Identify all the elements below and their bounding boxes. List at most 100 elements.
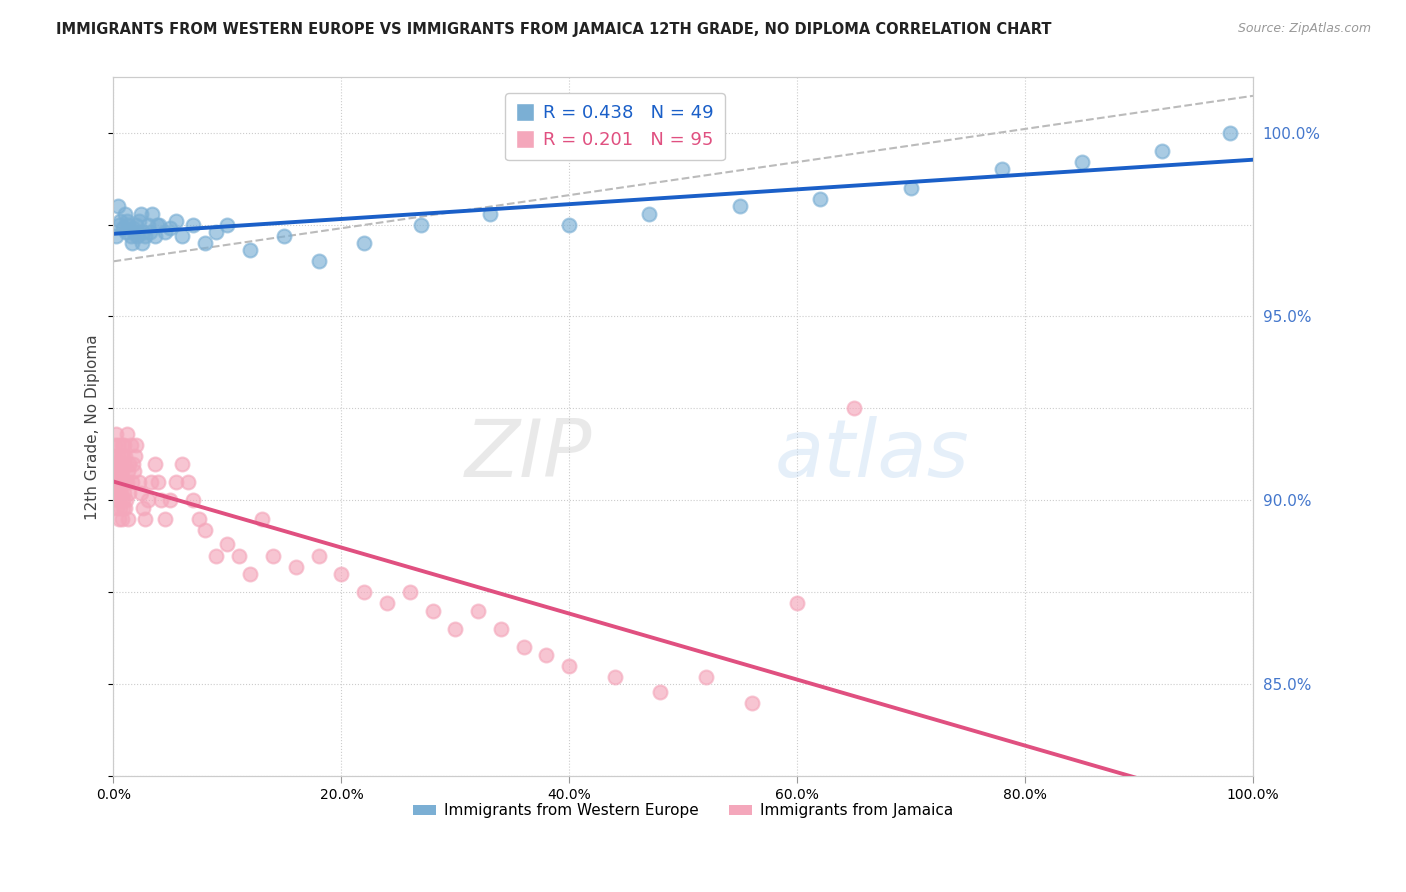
- Point: [105, 427, 128, 442]
- Point: [112, 438, 135, 452]
- Point: [107, 438, 129, 452]
- Point: [115, 225, 138, 239]
- Point: [159, 493, 181, 508]
- Point: [139, 225, 162, 239]
- Point: [444, 622, 467, 636]
- Point: [205, 225, 228, 239]
- Point: [262, 549, 284, 563]
- Point: [111, 512, 134, 526]
- Point: [181, 218, 204, 232]
- Point: [107, 486, 129, 500]
- Point: [146, 475, 169, 489]
- Point: [114, 449, 136, 463]
- Point: [110, 486, 132, 500]
- Point: [217, 537, 239, 551]
- Point: [398, 585, 420, 599]
- Point: [188, 512, 211, 526]
- Point: [353, 235, 375, 250]
- Point: [134, 228, 156, 243]
- Point: [128, 475, 150, 489]
- Point: [603, 670, 626, 684]
- Point: [273, 228, 295, 243]
- Point: [108, 464, 131, 478]
- Point: [110, 214, 132, 228]
- Point: [114, 500, 136, 515]
- Point: [115, 475, 138, 489]
- Point: [638, 206, 661, 220]
- Point: [129, 206, 152, 220]
- Point: [117, 464, 139, 478]
- Point: [194, 235, 217, 250]
- Point: [217, 218, 239, 232]
- Point: [165, 475, 187, 489]
- Point: [1150, 144, 1173, 158]
- Point: [124, 449, 146, 463]
- Point: [107, 449, 129, 463]
- Point: [121, 235, 143, 250]
- Point: [153, 512, 176, 526]
- Text: ZIP: ZIP: [465, 416, 592, 494]
- Point: [205, 549, 228, 563]
- Point: [181, 493, 204, 508]
- Point: [330, 566, 353, 581]
- Legend: Immigrants from Western Europe, Immigrants from Jamaica: Immigrants from Western Europe, Immigran…: [408, 797, 959, 824]
- Point: [478, 206, 501, 220]
- Point: [991, 162, 1014, 177]
- Point: [118, 457, 141, 471]
- Y-axis label: 12th Grade, No Diploma: 12th Grade, No Diploma: [86, 334, 100, 520]
- Point: [122, 464, 145, 478]
- Point: [115, 493, 138, 508]
- Point: [512, 640, 534, 655]
- Point: [110, 449, 132, 463]
- Point: [104, 438, 127, 452]
- Point: [120, 228, 142, 243]
- Text: Source: ZipAtlas.com: Source: ZipAtlas.com: [1237, 22, 1371, 36]
- Point: [146, 218, 169, 232]
- Point: [114, 475, 136, 489]
- Point: [121, 475, 143, 489]
- Point: [107, 199, 129, 213]
- Point: [131, 235, 153, 250]
- Point: [110, 457, 132, 471]
- Point: [112, 486, 135, 500]
- Point: [228, 549, 250, 563]
- Point: [695, 670, 717, 684]
- Point: [125, 438, 148, 452]
- Point: [132, 500, 155, 515]
- Point: [112, 457, 135, 471]
- Point: [117, 218, 139, 232]
- Point: [422, 604, 444, 618]
- Point: [104, 464, 127, 478]
- Point: [118, 486, 141, 500]
- Point: [489, 622, 512, 636]
- Point: [159, 221, 181, 235]
- Point: [111, 493, 134, 508]
- Text: atlas: atlas: [775, 416, 969, 494]
- Point: [536, 648, 558, 662]
- Point: [107, 512, 129, 526]
- Point: [375, 596, 398, 610]
- Point: [108, 218, 131, 232]
- Point: [143, 457, 166, 471]
- Point: [120, 438, 142, 452]
- Point: [308, 549, 330, 563]
- Point: [150, 493, 173, 508]
- Point: [108, 486, 131, 500]
- Point: [411, 218, 433, 232]
- Point: [111, 449, 134, 463]
- Point: [308, 254, 330, 268]
- Point: [467, 604, 489, 618]
- Point: [239, 566, 262, 581]
- Point: [128, 214, 150, 228]
- Point: [104, 457, 127, 471]
- Point: [111, 221, 134, 235]
- Point: [107, 493, 129, 508]
- Point: [122, 225, 145, 239]
- Point: [170, 457, 193, 471]
- Point: [139, 475, 162, 489]
- Point: [112, 475, 135, 489]
- Point: [111, 438, 134, 452]
- Point: [808, 192, 831, 206]
- Point: [141, 206, 163, 220]
- Point: [134, 512, 156, 526]
